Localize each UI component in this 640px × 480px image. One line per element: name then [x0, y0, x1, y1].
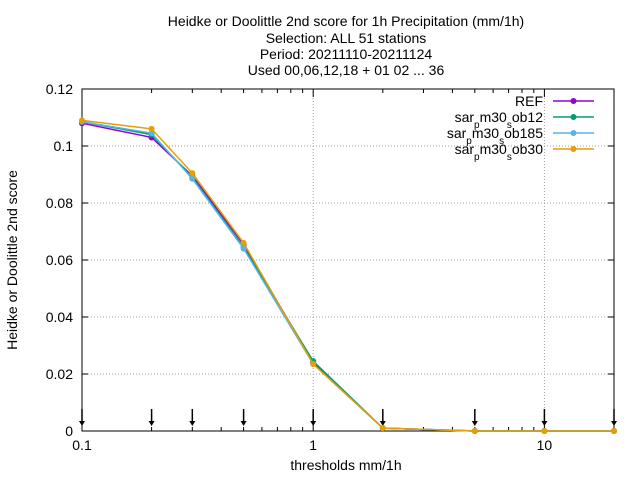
threshold-marker: [471, 409, 478, 426]
y-tick-label: 0.08: [46, 195, 73, 211]
legend-entry: sarpm30sob185: [447, 125, 594, 147]
y-tick-label: 0.06: [46, 252, 73, 268]
series-point: [189, 175, 196, 182]
threshold-marker: [148, 409, 155, 426]
legend-swatch-point: [570, 98, 577, 104]
legend-swatch-point: [570, 130, 577, 136]
series-point: [240, 239, 247, 246]
threshold-markers: [79, 409, 617, 426]
threshold-marker: [310, 409, 317, 426]
threshold-marker: [379, 409, 386, 426]
series-1: [79, 118, 617, 434]
y-tick-label: 0.12: [46, 81, 73, 97]
legend-entry: REF: [515, 93, 594, 109]
y-tick-label: 0.04: [46, 309, 73, 325]
threshold-marker: [79, 409, 85, 426]
series-point: [79, 117, 85, 124]
legend-entry: sarpm30sob30: [455, 141, 594, 163]
x-axis-label: thresholds mm/1h: [290, 457, 401, 473]
title-line-4: Used 00,06,12,18 + 01 02 ... 36: [248, 62, 445, 78]
legend-swatch-point: [570, 146, 577, 152]
series-line: [81, 122, 614, 432]
threshold-marker: [240, 409, 247, 426]
series-point: [379, 425, 386, 432]
x-tick-label: 0.1: [72, 437, 92, 453]
series-point: [148, 130, 155, 137]
series-point: [471, 428, 478, 434]
y-axis-label: Heidke or Doolittle 2nd score: [4, 170, 20, 350]
title-line-2: Selection: ALL 51 stations: [266, 30, 427, 46]
series-point: [541, 428, 548, 434]
title-line-3: Period: 20211110-20211124: [260, 46, 433, 62]
series-line: [81, 121, 614, 432]
series-line: [81, 121, 614, 432]
series-line: [81, 119, 614, 432]
series-point: [310, 361, 317, 368]
series-3: [79, 117, 617, 434]
axis-ticks: 0 0.02 0.04 0.06 0.08 0.1 0.12 0.1 1 10: [46, 81, 614, 453]
series-point: [240, 245, 247, 252]
threshold-marker: [189, 409, 196, 426]
legend-label: sarpm30sob30: [455, 141, 544, 163]
threshold-marker: [541, 409, 548, 426]
y-tick-label: 0.02: [46, 366, 73, 382]
legend-label: sarpm30sob12: [455, 109, 544, 131]
series-0: [79, 120, 617, 434]
grid: [82, 89, 614, 431]
y-tick-label: 0: [65, 423, 73, 439]
legend-entry: sarpm30sob12: [455, 109, 594, 131]
legend-label: sarpm30sob185: [447, 125, 543, 147]
series-2: [79, 118, 617, 434]
threshold-marker: [611, 409, 617, 426]
y-tick-label: 0.1: [54, 138, 74, 154]
series-point: [148, 125, 155, 132]
x-tick-label: 1: [309, 437, 317, 453]
legend-swatch-point: [570, 114, 577, 120]
title-line-1: Heidke or Doolittle 2nd score for 1h Pre…: [168, 13, 524, 29]
series-point: [189, 170, 196, 177]
chart-title: Heidke or Doolittle 2nd score for 1h Pre…: [168, 13, 524, 78]
series-group: [79, 117, 617, 434]
x-tick-label: 10: [537, 437, 553, 453]
series-point: [611, 428, 617, 434]
legend-label: REF: [515, 93, 543, 109]
